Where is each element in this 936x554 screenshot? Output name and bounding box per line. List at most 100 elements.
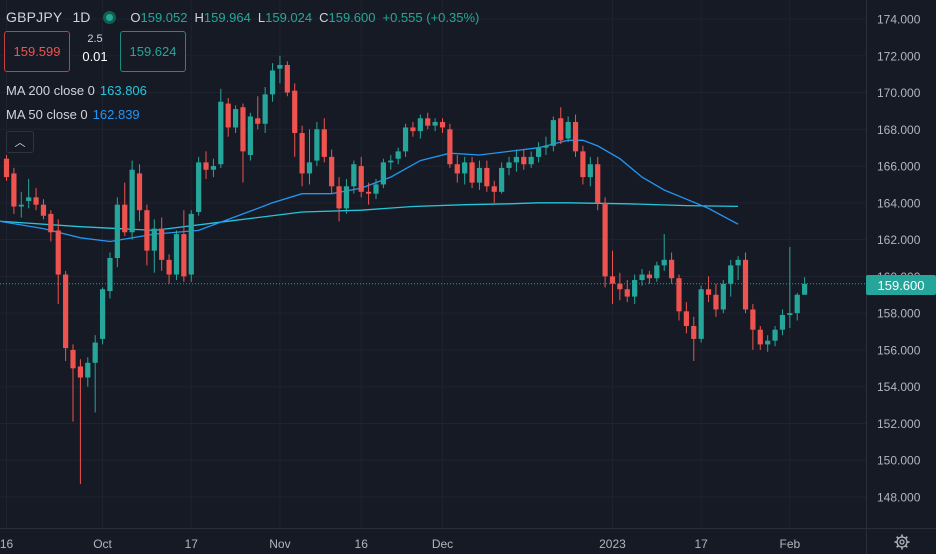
chevron-up-icon: ︿ xyxy=(14,137,26,149)
candle xyxy=(107,252,113,299)
candle xyxy=(218,88,224,168)
candle xyxy=(255,96,261,130)
time-tick-label: 2023 xyxy=(599,537,626,551)
candle xyxy=(779,309,786,336)
candle xyxy=(262,87,268,133)
candle xyxy=(77,359,83,485)
candle xyxy=(196,156,202,216)
candle xyxy=(558,107,564,145)
candle xyxy=(535,142,542,163)
candle xyxy=(691,316,697,361)
candle xyxy=(669,252,675,284)
candle xyxy=(595,156,601,211)
candle xyxy=(166,254,172,284)
candle xyxy=(609,250,616,304)
price-tick-label: 150.000 xyxy=(877,454,921,468)
candle xyxy=(750,303,756,350)
candle xyxy=(639,269,645,286)
price-tick-label: 156.000 xyxy=(877,343,921,357)
candle xyxy=(159,217,165,271)
time-axis[interactable]: 16 Oct 17 Nov 16 Dec 2023 17 Feb xyxy=(0,537,801,551)
candle xyxy=(439,118,446,133)
quantity-box[interactable]: 2.5 0.01 xyxy=(70,31,120,72)
candle xyxy=(632,274,638,304)
candle xyxy=(491,180,497,203)
time-tick-label: 17 xyxy=(185,537,199,551)
candle xyxy=(306,129,313,185)
candle xyxy=(366,182,372,205)
candle xyxy=(284,61,290,97)
open-value: 159.052 xyxy=(140,9,188,25)
candle xyxy=(432,118,438,132)
low-label: L xyxy=(257,9,266,25)
candle xyxy=(99,287,106,345)
candle xyxy=(388,155,394,170)
candle xyxy=(351,160,357,194)
price-tick-label: 172.000 xyxy=(877,49,921,63)
timeframe-label[interactable]: 1D xyxy=(72,9,91,25)
candle xyxy=(742,252,749,314)
candle xyxy=(129,160,135,240)
candle xyxy=(654,261,660,282)
candle xyxy=(698,285,704,343)
quantity-value[interactable]: 0.01 xyxy=(82,49,108,64)
candle xyxy=(587,156,593,187)
candle xyxy=(144,204,150,266)
candle xyxy=(462,156,468,185)
price-axis[interactable]: 148.000 150.000 152.000 154.000 156.000 158.0… xyxy=(877,13,921,505)
ma200-legend[interactable]: MA 200 close 0 163.806 xyxy=(6,83,147,98)
candle xyxy=(3,155,10,181)
ma50-value: 162.839 xyxy=(92,107,140,122)
candle xyxy=(469,156,475,189)
buy-button[interactable]: 159.624 xyxy=(120,31,186,72)
candle xyxy=(203,151,209,179)
candle xyxy=(26,178,32,209)
ma200-label: MA 200 close 0 xyxy=(6,83,95,98)
candle xyxy=(55,219,61,304)
candle xyxy=(572,114,579,157)
candle xyxy=(617,272,623,301)
candle xyxy=(40,199,47,220)
collapse-legend-button[interactable]: ︿ xyxy=(6,131,34,153)
ma200-line xyxy=(0,202,739,232)
time-tick-label: 17 xyxy=(694,537,708,551)
candle xyxy=(114,197,120,268)
candle xyxy=(447,123,453,168)
candle xyxy=(565,116,571,143)
time-tick-label: Oct xyxy=(93,537,112,551)
symbol-name[interactable]: GBPJPY xyxy=(6,9,63,25)
candle xyxy=(765,335,771,352)
candle xyxy=(757,326,763,350)
candle xyxy=(210,158,217,178)
candle xyxy=(728,259,734,297)
candle xyxy=(151,219,157,273)
close-value: 159.600 xyxy=(328,9,376,25)
candle xyxy=(794,292,800,321)
price-tick-label: 152.000 xyxy=(877,417,921,431)
candle xyxy=(173,230,180,281)
candle xyxy=(802,277,808,295)
candle xyxy=(395,147,401,165)
candle xyxy=(484,160,490,192)
ma50-legend[interactable]: MA 50 close 0 162.839 xyxy=(6,107,140,122)
open-label: O xyxy=(130,9,141,25)
sell-button[interactable]: 159.599 xyxy=(4,31,70,72)
time-tick-label: Dec xyxy=(432,537,453,551)
price-tick-label: 174.000 xyxy=(877,13,921,27)
candle xyxy=(33,188,39,211)
gear-icon[interactable] xyxy=(893,533,911,551)
market-status-icon xyxy=(103,10,117,24)
price-tick-label: 166.000 xyxy=(877,160,921,174)
candle xyxy=(269,63,276,102)
price-tick-label: 170.000 xyxy=(877,86,921,100)
candle xyxy=(63,270,69,361)
trade-panel: 159.599 2.5 0.01 159.624 xyxy=(4,31,186,72)
last-price-tag: 159.600 xyxy=(866,275,936,295)
candle xyxy=(402,123,409,157)
candle xyxy=(521,149,527,170)
ma200-series xyxy=(0,202,739,232)
candle xyxy=(232,105,239,133)
candle xyxy=(528,151,534,168)
